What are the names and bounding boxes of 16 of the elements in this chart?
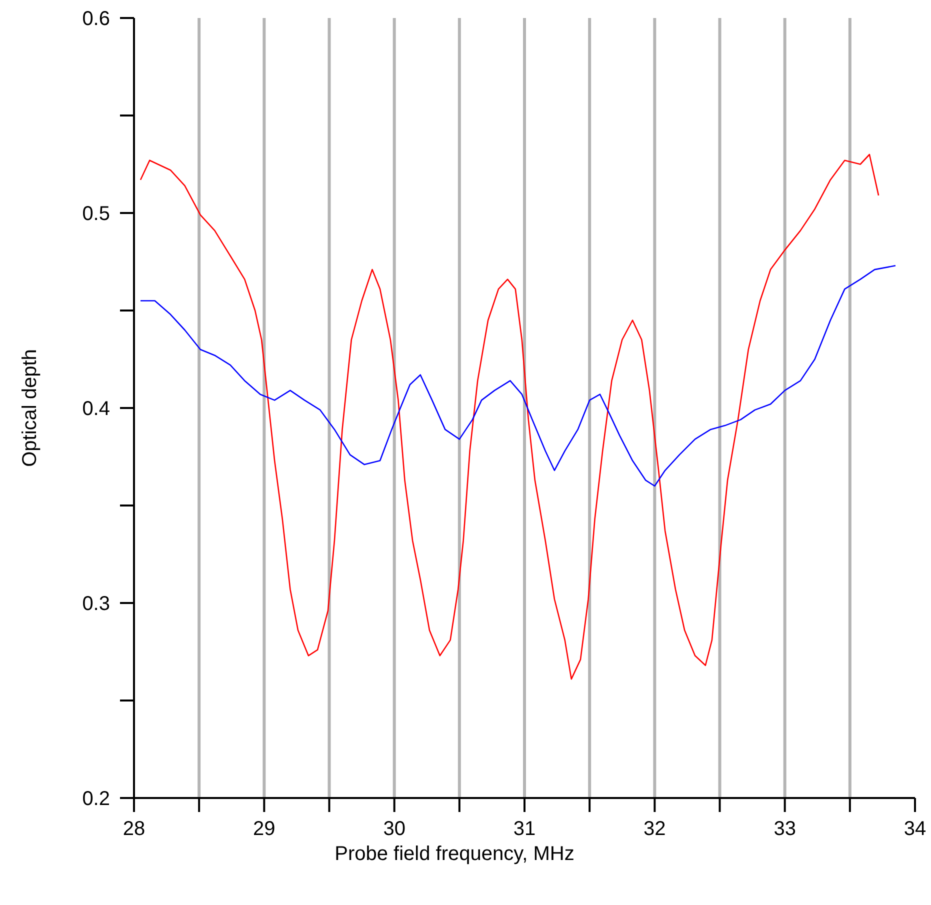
line-series: [140, 265, 896, 487]
y-axis-title: Optical depth: [19, 349, 41, 467]
x-tick-label: 31: [513, 818, 536, 840]
y-tick-label: 0.2: [82, 788, 110, 810]
x-tick-label: 34: [904, 818, 926, 840]
y-tick-label: 0.4: [82, 398, 110, 420]
line-series: [140, 154, 880, 680]
y-tick-label: 0.5: [82, 203, 110, 225]
x-tick-label: 30: [383, 818, 406, 840]
x-tick-label: 29: [253, 818, 276, 840]
x-tick-label: 32: [644, 818, 666, 840]
y-tick-label: 0.6: [82, 8, 110, 30]
y-tick-label: 0.3: [82, 593, 110, 615]
x-tick-label: 33: [774, 818, 796, 840]
x-axis-title: Probe field frequency, MHz: [334, 843, 574, 865]
x-tick-label: 28: [122, 818, 146, 840]
